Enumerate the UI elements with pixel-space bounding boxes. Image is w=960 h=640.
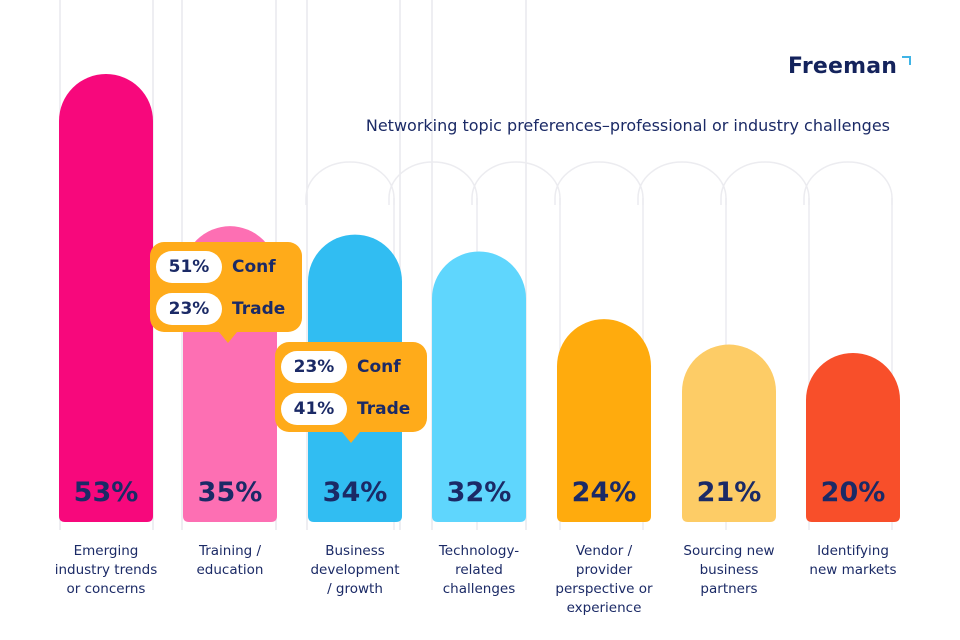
category-label-line: new markets xyxy=(809,562,897,578)
logo-corner-mark xyxy=(902,56,911,65)
category-label-line: challenges xyxy=(442,581,516,597)
category-label-line: education xyxy=(196,562,264,578)
category-label-line: Vendor / xyxy=(575,543,633,559)
callout-tail xyxy=(219,332,237,343)
value-label-4: 24% xyxy=(572,477,637,508)
category-label-line: Sourcing new xyxy=(683,543,775,559)
value-label-0: 53% xyxy=(74,477,139,508)
category-label-line: experience xyxy=(566,600,642,616)
callout-value: 23% xyxy=(281,351,347,383)
category-label-line: partners xyxy=(700,581,758,597)
category-label-line: Training / xyxy=(198,543,262,559)
bar-5 xyxy=(682,344,776,522)
callout-row: 23% Trade xyxy=(156,292,285,326)
value-label-6: 20% xyxy=(821,477,886,508)
grid-arch xyxy=(471,161,561,205)
callout-training: 51% Conf 23% Trade xyxy=(150,242,302,332)
bar-6 xyxy=(806,352,900,522)
callout-value: 51% xyxy=(156,251,222,283)
chart-title: Networking topic preferences–professiona… xyxy=(365,116,890,135)
category-label-line: industry trends xyxy=(54,562,158,578)
grid-arch xyxy=(637,161,727,205)
grid-arch xyxy=(388,161,478,205)
category-label-line: / growth xyxy=(327,581,383,597)
callout-label: Trade xyxy=(232,299,286,319)
grid-arch xyxy=(720,161,810,205)
callout-label: Conf xyxy=(357,357,401,377)
callout-label: Trade xyxy=(357,399,411,419)
value-label-5: 21% xyxy=(697,477,762,508)
value-label-1: 35% xyxy=(198,477,263,508)
category-label-line: Technology- xyxy=(438,543,520,559)
category-label-line: Business xyxy=(325,543,385,559)
callout-row: 41% Trade xyxy=(281,392,410,426)
category-label-line: provider xyxy=(575,562,633,578)
category-label-0: Emerging industry trends or concerns xyxy=(44,542,168,599)
category-label-6: Identifying new markets xyxy=(791,542,915,580)
bar-4 xyxy=(557,319,651,522)
category-label-line: perspective or xyxy=(555,581,653,597)
category-label-line: business xyxy=(699,562,759,578)
grid-arch xyxy=(803,161,893,205)
value-label-3: 32% xyxy=(447,477,512,508)
callout-tail xyxy=(342,432,360,443)
grid-arch xyxy=(554,161,644,205)
category-label-line: or concerns xyxy=(66,581,146,597)
freeman-logo: Freeman xyxy=(788,54,898,79)
category-label-line: related xyxy=(455,562,503,578)
callout-row: 51% Conf xyxy=(156,250,276,284)
callout-row: 23% Conf xyxy=(281,350,401,384)
category-label-line: Identifying xyxy=(817,543,889,559)
category-label-line: Emerging xyxy=(73,543,139,559)
category-label-4: Vendor / provider perspective or experience xyxy=(542,542,666,618)
callout-label: Conf xyxy=(232,257,276,277)
value-label-2: 34% xyxy=(323,477,388,508)
callout-business: 23% Conf 41% Trade xyxy=(275,342,427,432)
category-label-5: Sourcing new business partners xyxy=(667,542,791,599)
bar-0 xyxy=(59,74,153,522)
callout-value: 23% xyxy=(156,293,222,325)
category-label-3: Technology-related challenges xyxy=(417,542,541,599)
category-label-line: development xyxy=(310,562,400,578)
grid-arch xyxy=(305,161,395,205)
callout-value: 41% xyxy=(281,393,347,425)
category-label-2: Business development / growth xyxy=(293,542,417,599)
bar-3 xyxy=(432,251,526,522)
category-label-1: Training / education xyxy=(168,542,292,580)
